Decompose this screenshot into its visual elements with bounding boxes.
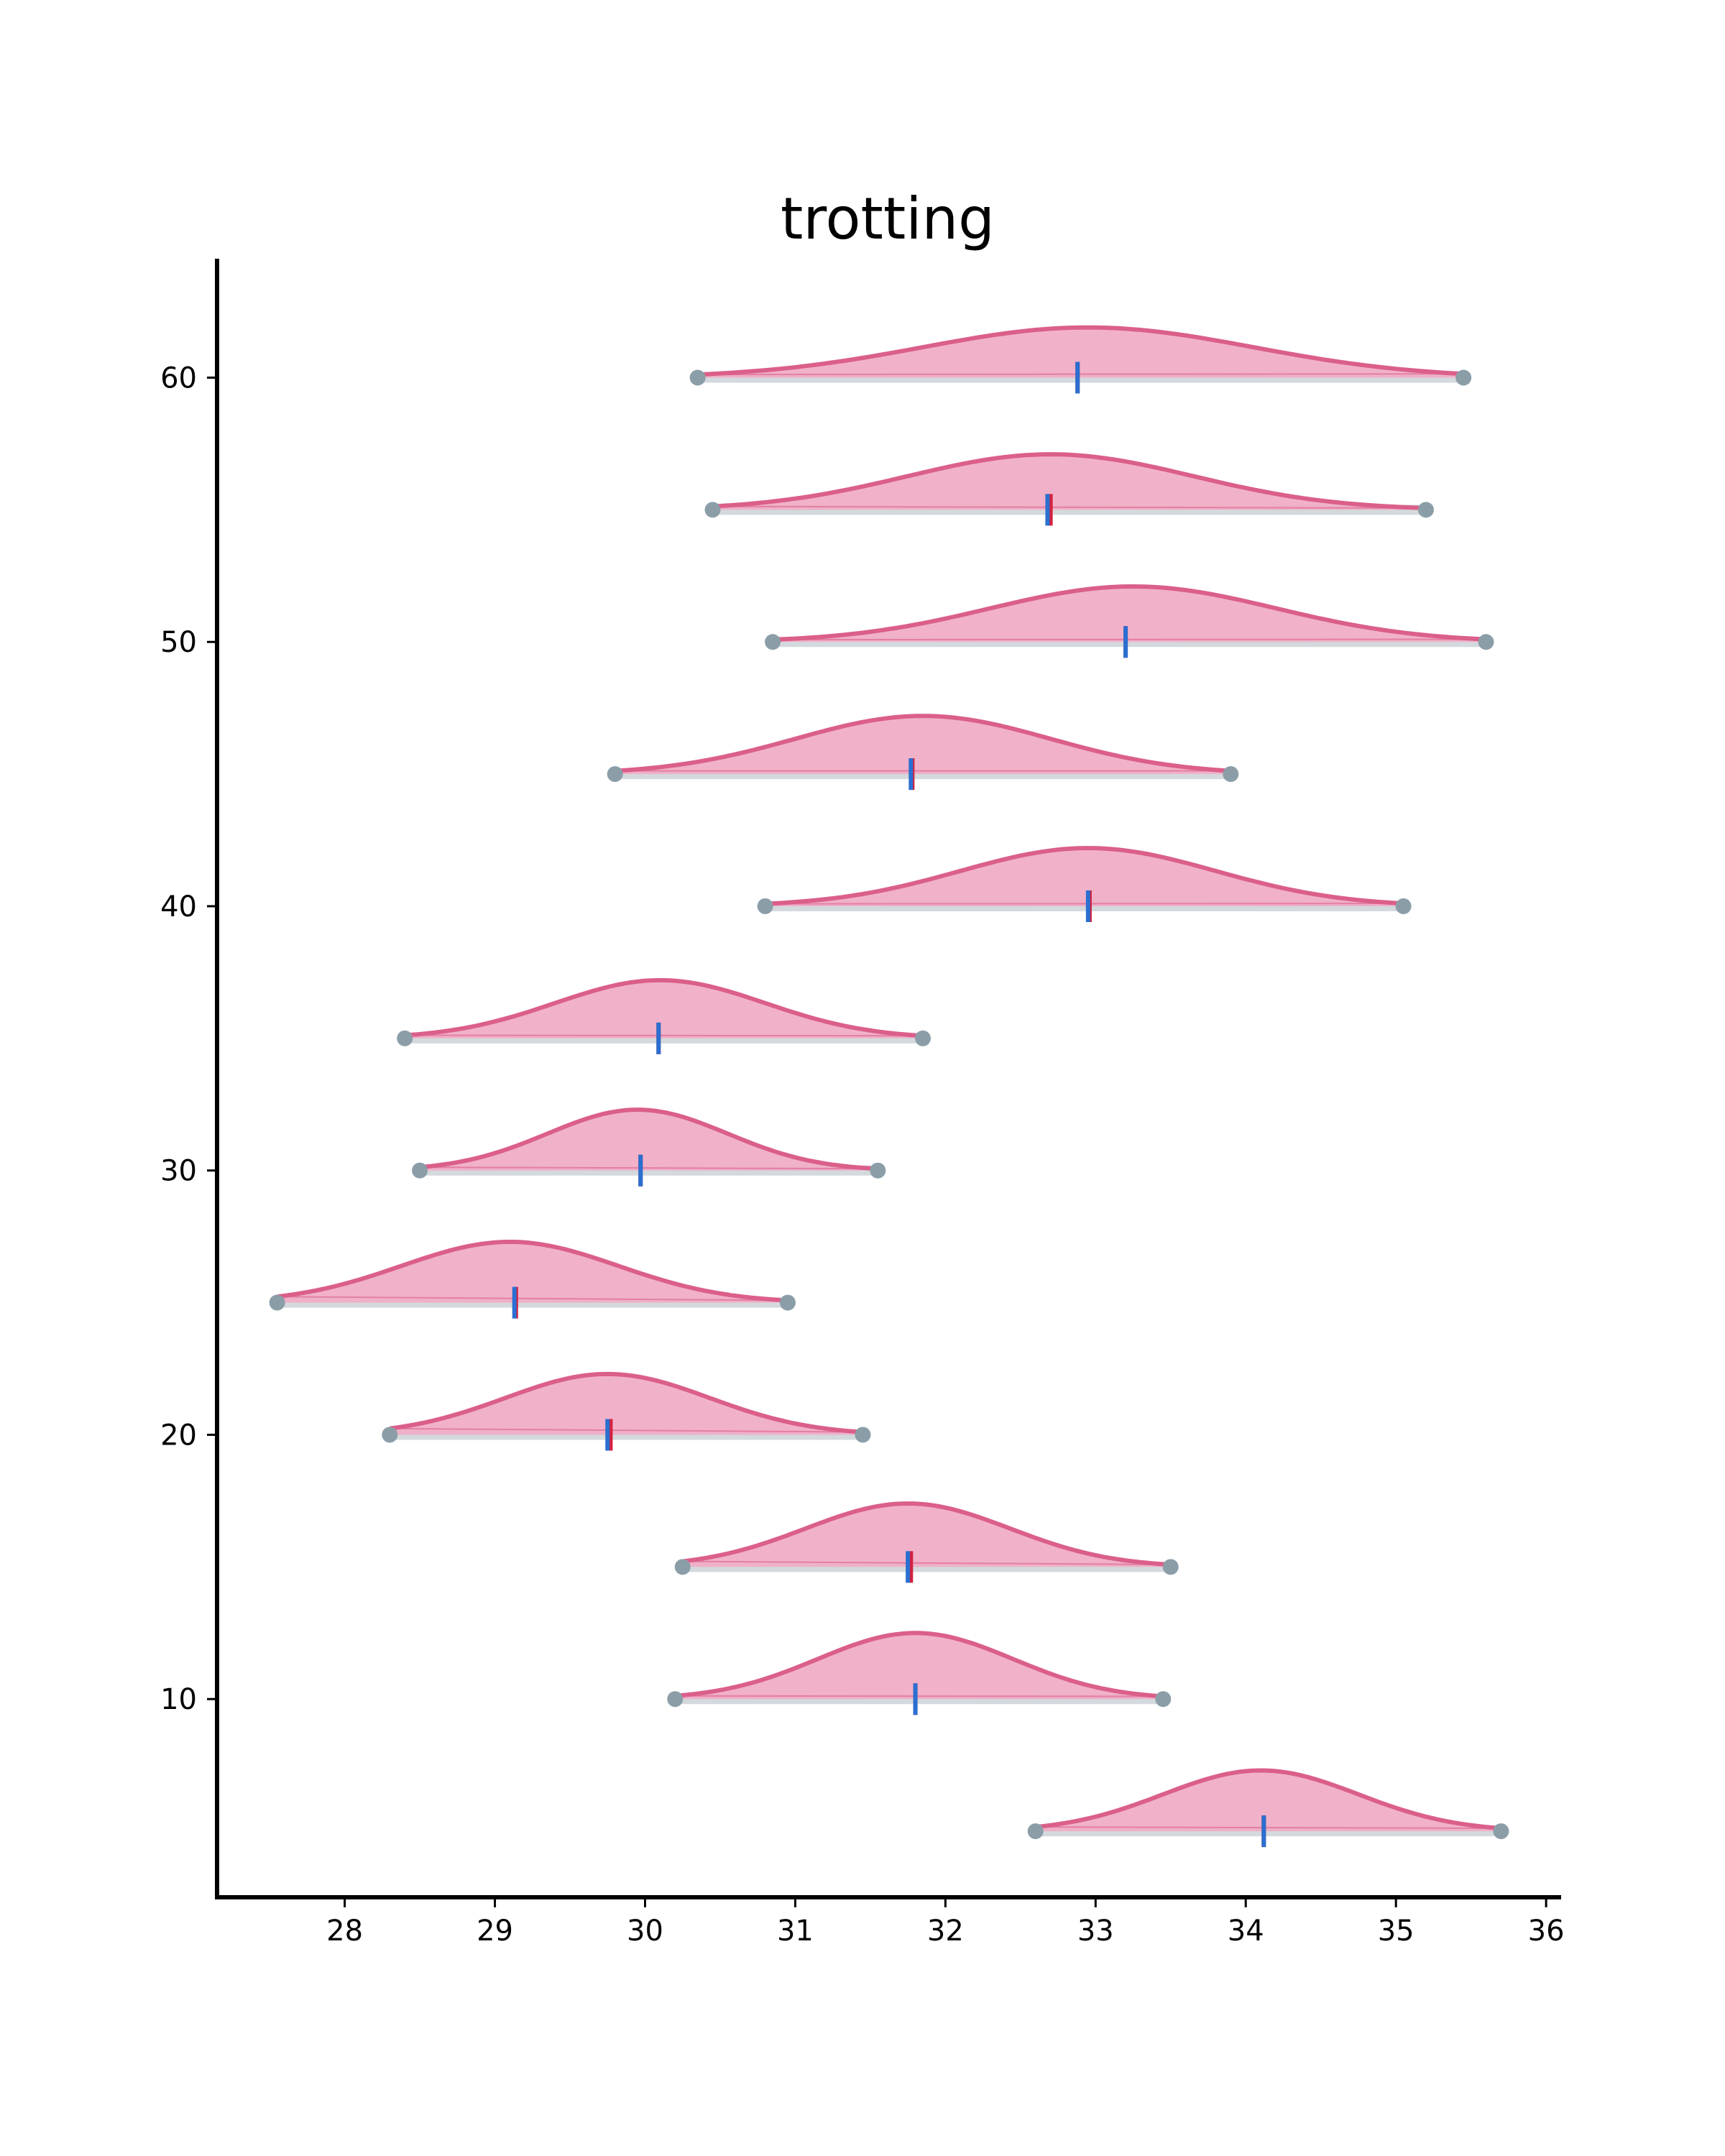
max-point-40 [1395, 898, 1412, 914]
min-point-10 [667, 1691, 684, 1708]
density-curve-10 [675, 1631, 1164, 1699]
density-base-20 [390, 1427, 863, 1433]
density-fill-40 [765, 848, 1404, 906]
density-base-25 [277, 1296, 788, 1302]
density-curve-40 [765, 846, 1404, 906]
max-point-55 [1417, 502, 1434, 518]
min-point-50 [765, 634, 781, 650]
density-curve-45 [615, 714, 1231, 773]
min-point-15 [674, 1559, 691, 1575]
y-tick-label-40: 40 [160, 890, 197, 923]
max-point-10 [1155, 1691, 1172, 1708]
density-curve-35 [404, 978, 924, 1038]
density-base-30 [420, 1166, 878, 1170]
min-point-45 [607, 766, 623, 783]
max-point-30 [870, 1162, 886, 1179]
density-base-10 [675, 1695, 1164, 1697]
density-fill-50 [773, 586, 1486, 642]
density-fill-60 [697, 327, 1464, 378]
density-fill-45 [615, 716, 1231, 775]
density-fill-25 [277, 1242, 788, 1303]
x-tick-label-29: 29 [477, 1915, 513, 1948]
min-point-30 [412, 1162, 428, 1179]
max-point-45 [1223, 766, 1239, 783]
x-tick-label-32: 32 [927, 1915, 964, 1948]
y-tick-label-60: 60 [160, 361, 197, 395]
density-base-15 [682, 1560, 1171, 1566]
density-curve-15 [682, 1501, 1171, 1567]
min-point-55 [704, 502, 721, 518]
density-curve-30 [419, 1107, 878, 1171]
density-base-40 [765, 903, 1404, 905]
min-point-20 [382, 1427, 398, 1443]
max-point-60 [1455, 369, 1472, 386]
density-fill-10 [675, 1633, 1164, 1700]
y-tick-label-30: 30 [160, 1155, 197, 1188]
density-curve-55 [712, 452, 1427, 510]
chart-title: trotting [781, 185, 995, 252]
y-tick-label-20: 20 [160, 1419, 197, 1452]
density-base-55 [712, 505, 1426, 509]
density-curve-20 [389, 1371, 863, 1434]
max-point-20 [855, 1427, 871, 1443]
min-point-40 [757, 898, 773, 914]
max-point-5 [1493, 1823, 1509, 1840]
max-point-15 [1162, 1559, 1179, 1575]
density-curve-60 [697, 325, 1464, 377]
y-tick-label-10: 10 [160, 1683, 197, 1716]
y-tick-label-50: 50 [160, 626, 197, 659]
density-curve-5 [1035, 1768, 1501, 1830]
density-curve-25 [277, 1240, 788, 1303]
density-fill-20 [390, 1373, 863, 1435]
min-point-35 [397, 1030, 413, 1046]
max-point-25 [779, 1294, 796, 1311]
x-tick-label-34: 34 [1228, 1915, 1264, 1948]
min-point-5 [1027, 1823, 1044, 1840]
min-point-60 [689, 369, 706, 386]
x-tick-label-28: 28 [326, 1915, 363, 1948]
max-point-35 [915, 1030, 932, 1046]
x-tick-label-35: 35 [1378, 1915, 1414, 1948]
density-curve-50 [772, 584, 1486, 642]
x-tick-label-31: 31 [777, 1915, 814, 1948]
density-base-5 [1035, 1826, 1501, 1829]
density-fill-35 [405, 980, 923, 1038]
x-tick-label-36: 36 [1528, 1915, 1565, 1948]
density-fill-15 [682, 1503, 1171, 1567]
min-point-25 [269, 1294, 285, 1311]
x-tick-label-30: 30 [627, 1915, 663, 1948]
max-point-50 [1478, 634, 1494, 650]
density-fill-5 [1035, 1770, 1501, 1832]
x-tick-label-33: 33 [1077, 1915, 1114, 1948]
density-fill-55 [712, 454, 1426, 510]
density-fill-30 [420, 1110, 878, 1171]
